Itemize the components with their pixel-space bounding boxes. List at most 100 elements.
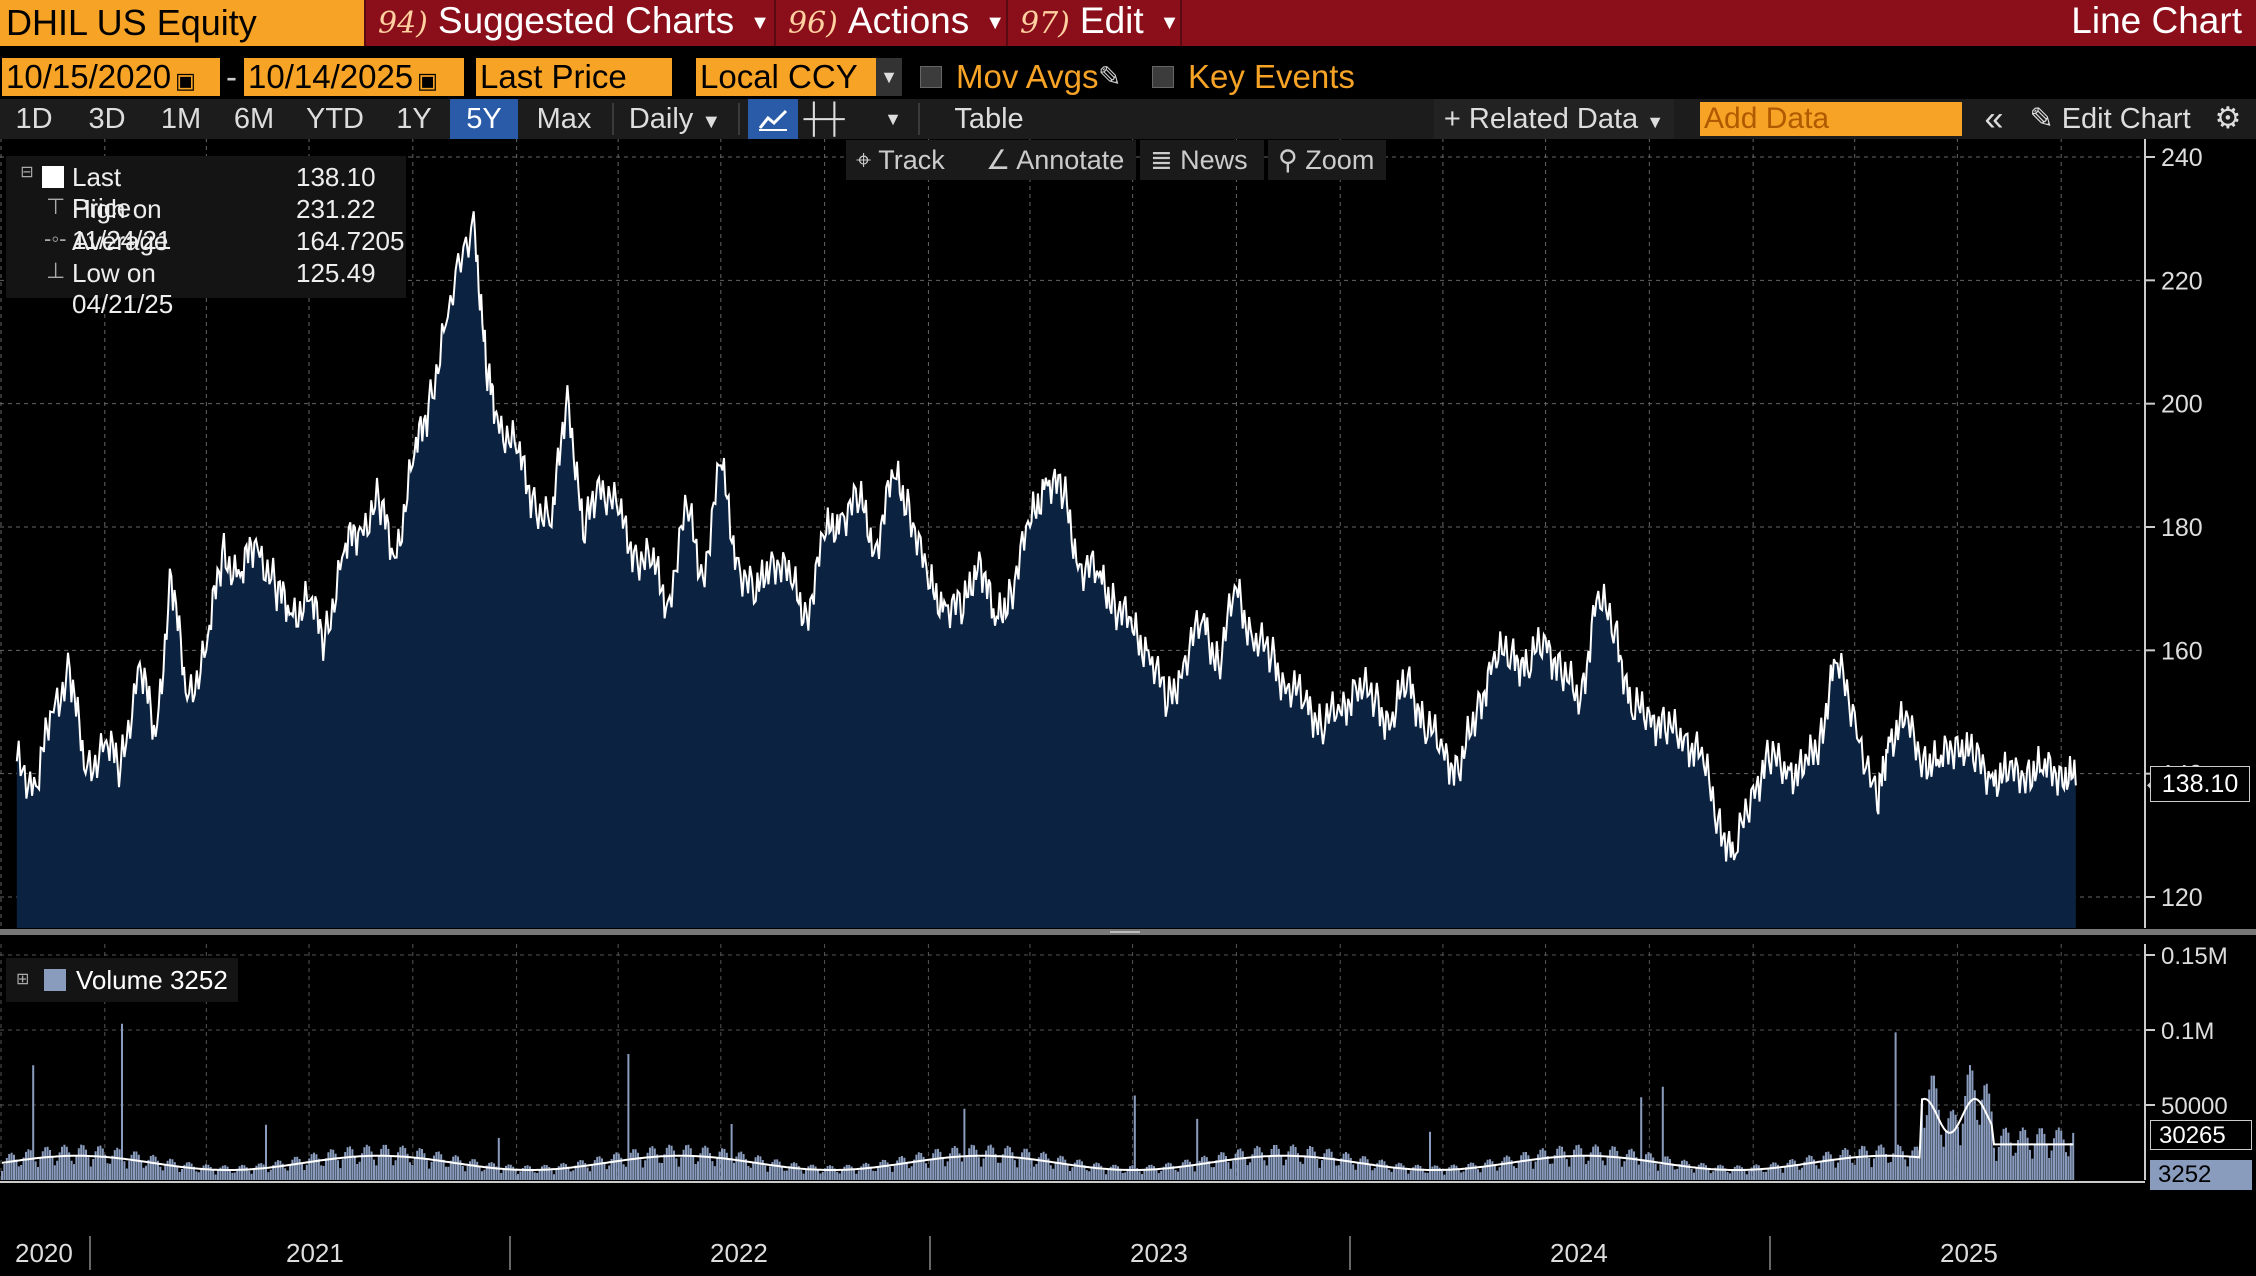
- table-button[interactable]: Table: [954, 103, 1024, 135]
- actions-menu[interactable]: 96) Actions ▼: [774, 0, 1006, 46]
- chart-type-title: Line Chart: [2071, 0, 2242, 41]
- calendar-icon[interactable]: ▣: [417, 68, 438, 93]
- annotate-tool[interactable]: ∠ Annotate: [976, 140, 1136, 180]
- series-swatch: [42, 166, 64, 188]
- related-data-label: Related Data: [1468, 103, 1639, 135]
- year-label: 2024: [1550, 1238, 1608, 1268]
- chevron-down-icon: ▼: [701, 111, 722, 133]
- title-bar: [0, 0, 2256, 46]
- news-tool[interactable]: ≣ News: [1140, 140, 1264, 180]
- collapse-icon[interactable]: «: [1984, 100, 2004, 138]
- edit-chart-button[interactable]: ✎ Edit Chart: [2020, 99, 2200, 139]
- volume-ma-tag: 30265: [2150, 1120, 2252, 1150]
- currency-select[interactable]: Local CCY ▼: [696, 58, 902, 96]
- magnifier-icon: ⚲: [1278, 145, 1298, 175]
- menu-label: Actions: [847, 0, 970, 41]
- track-label: Track: [878, 145, 945, 175]
- price-tick-label: 160: [2161, 637, 2203, 665]
- plus-icon: +: [1443, 103, 1461, 135]
- range-ytd-button[interactable]: YTD: [306, 103, 364, 135]
- chevron-down-icon[interactable]: ▼: [884, 109, 902, 129]
- pencil-icon: ✎: [2029, 103, 2054, 135]
- low-marker-icon: ⊥: [46, 258, 66, 283]
- date-separator: -: [226, 58, 237, 95]
- series-swatch: [44, 969, 66, 991]
- menu-label: Edit: [1079, 0, 1144, 41]
- edit-chart-label: Edit Chart: [2061, 103, 2191, 135]
- related-data-menu[interactable]: + Related Data ▼: [1434, 99, 1674, 139]
- periodicity-value: Daily: [628, 103, 694, 135]
- price-area: [16, 211, 2076, 929]
- end-date-field[interactable]: 10/14/2025 ▣: [244, 58, 464, 96]
- line-chart-icon[interactable]: [748, 99, 798, 139]
- volume-series: [1, 1023, 2075, 1180]
- pencil-icon: ∠: [986, 145, 1011, 175]
- range-1m-button[interactable]: 1M: [160, 103, 202, 135]
- price-tick-label: 240: [2161, 144, 2203, 172]
- key-events-checkbox[interactable]: [1152, 66, 1174, 88]
- gear-icon[interactable]: ⚙: [2214, 102, 2242, 135]
- zoom-tool[interactable]: ⚲ Zoom: [1268, 140, 1386, 180]
- calendar-icon[interactable]: ▣: [175, 68, 196, 93]
- average-marker-icon: -◦-: [44, 226, 67, 251]
- news-icon: ≣: [1150, 145, 1173, 175]
- annotate-label: Annotate: [1016, 145, 1125, 175]
- pencil-icon[interactable]: ✎: [1098, 61, 1122, 92]
- volume-legend-label: Volume 3252: [76, 965, 228, 995]
- high-marker-icon: ⊤: [46, 194, 66, 219]
- volume-tick-label: 50000: [2161, 1093, 2228, 1120]
- currency-value: Local CCY: [700, 58, 858, 95]
- menu-label: Suggested Charts: [437, 0, 735, 41]
- volume-moving-average: [1, 1097, 2074, 1171]
- expand-box-icon[interactable]: ⊞: [16, 971, 30, 988]
- mov-avgs-label[interactable]: Mov Avgs: [956, 58, 1099, 95]
- volume-tick-label: 0.15M: [2161, 943, 2228, 970]
- divider: [738, 103, 740, 135]
- menu-number: 96): [788, 6, 838, 41]
- year-label: 2021: [286, 1238, 344, 1268]
- crosshair-icon: ⌖: [856, 145, 872, 175]
- edit-menu[interactable]: 97) Edit ▼: [1006, 0, 1182, 46]
- price-field-select[interactable]: Last Price: [476, 58, 672, 96]
- price-legend: ⊟ Last Price 138.10 ⊤ High on 11/24/21 2…: [6, 156, 406, 319]
- start-date-field[interactable]: 10/15/2020 ▣: [2, 58, 220, 96]
- price-tick-label: 220: [2161, 267, 2203, 295]
- price-tick-label: 200: [2161, 391, 2203, 419]
- menu-number: 94): [378, 6, 428, 41]
- zoom-label: Zoom: [1305, 145, 1375, 175]
- volume-legend: ⊞ Volume 3252: [6, 958, 238, 1002]
- price-tick-label: 180: [2161, 514, 2203, 542]
- suggested-charts-menu[interactable]: 94) Suggested Charts ▼: [364, 0, 774, 46]
- range-6m-button[interactable]: 6M: [233, 103, 275, 135]
- range-1d-button[interactable]: 1D: [15, 103, 53, 135]
- range-5y-button[interactable]: 5Y: [450, 99, 518, 139]
- chevron-down-icon: ▼: [1646, 112, 1665, 132]
- volume-bars: [1, 1023, 2075, 1180]
- price-series: [15, 211, 2077, 929]
- add-data-input[interactable]: Add Data: [1700, 102, 1962, 136]
- year-label: 2025: [1940, 1238, 1998, 1268]
- key-events-label[interactable]: Key Events: [1188, 58, 1355, 95]
- menu-number: 97): [1020, 6, 1070, 41]
- bar-chart-icon[interactable]: ┼┼: [803, 103, 845, 135]
- year-label: 2023: [1130, 1238, 1188, 1268]
- chevron-down-icon[interactable]: ▼: [876, 58, 902, 96]
- year-label: 2022: [710, 1238, 768, 1268]
- chevron-down-icon: ▼: [1159, 12, 1180, 35]
- periodicity-select[interactable]: Daily ▼: [616, 99, 734, 139]
- range-3d-button[interactable]: 3D: [88, 103, 126, 135]
- end-date-value: 10/14/2025: [248, 58, 414, 95]
- divider: [918, 103, 920, 135]
- price-line: [15, 211, 2077, 862]
- price-tick-label: 120: [2161, 884, 2203, 912]
- chevron-down-icon: ▼: [750, 12, 770, 35]
- collapse-box-icon[interactable]: ⊟: [20, 164, 34, 181]
- chart-canvas[interactable]: 1201401601802002202400.15M0.1M5000020202…: [0, 139, 2256, 1276]
- volume-tick-label: 0.1M: [2161, 1018, 2214, 1045]
- range-1y-button[interactable]: 1Y: [396, 103, 432, 135]
- chart-axes: 1201401601802002202400.15M0.1M5000020202…: [0, 139, 2256, 1270]
- mov-avgs-checkbox[interactable]: [920, 66, 942, 88]
- security-ticker-field[interactable]: DHIL US Equity: [0, 0, 364, 46]
- range-max-button[interactable]: Max: [536, 103, 592, 135]
- volume-last-tag: 3252: [2150, 1160, 2252, 1190]
